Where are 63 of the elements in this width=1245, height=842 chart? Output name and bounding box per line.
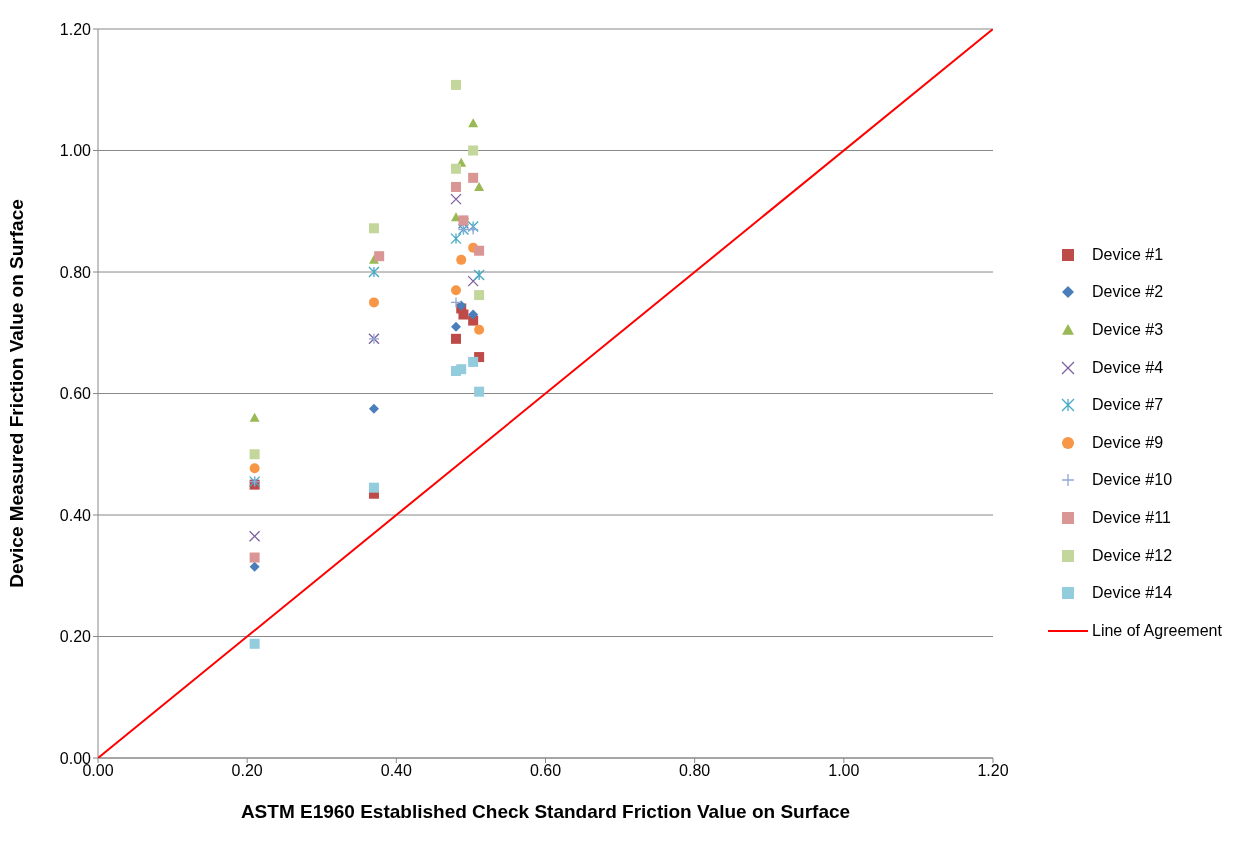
point (468, 172, 479, 183)
point (450, 232, 462, 245)
point (468, 118, 479, 128)
point (368, 266, 380, 278)
point (468, 356, 479, 367)
legend-label: Device #11 (1092, 508, 1171, 527)
point (474, 324, 485, 335)
y-tick-label: 0.20 (59, 628, 92, 646)
y-tick-label: 1.20 (59, 20, 92, 38)
legend-label: Device #14 (1092, 584, 1173, 603)
point (458, 215, 469, 226)
point (474, 181, 485, 191)
x-tick-label: 0.60 (529, 762, 562, 780)
point (468, 145, 479, 156)
point (368, 223, 379, 234)
point (456, 364, 467, 375)
point (368, 403, 379, 414)
legend-label: Line of Agreement (1092, 621, 1222, 640)
point (249, 638, 260, 649)
point (456, 254, 467, 265)
x-tick-label: 1.00 (828, 762, 860, 780)
point (451, 321, 461, 332)
point (374, 251, 385, 262)
point (468, 309, 479, 320)
legend-label: Device #4 (1092, 358, 1164, 377)
legend-label: Device #9 (1092, 433, 1164, 452)
point (473, 269, 485, 281)
legend-label: Device #2 (1092, 283, 1164, 302)
point (474, 290, 485, 301)
x-tick-label: 0.80 (679, 762, 711, 780)
y-tick-label: 1.00 (59, 142, 92, 160)
point (450, 296, 462, 309)
point (450, 193, 462, 205)
point (248, 530, 261, 542)
point (474, 386, 485, 397)
legend-label: Device #10 (1092, 471, 1173, 490)
point (249, 412, 260, 422)
y-axis-title: Device Measured Friction Value on Surface (5, 199, 27, 588)
x-axis-title: ASTM E1960 Established Check Standard Friction Value on Surface (240, 801, 851, 822)
point (368, 297, 379, 308)
legend-label: Device #12 (1092, 546, 1173, 565)
point (467, 275, 479, 287)
point (458, 309, 469, 320)
point (451, 181, 461, 192)
point (451, 79, 461, 90)
x-tick-label: 1.20 (977, 762, 1009, 780)
point (451, 285, 461, 296)
legend-label: Device #1 (1092, 245, 1164, 264)
point (249, 449, 260, 460)
point (474, 245, 485, 256)
point (249, 561, 260, 572)
point (451, 163, 461, 174)
point (249, 463, 260, 474)
y-tick-label: 0.60 (59, 385, 92, 403)
y-tick-label: 0.40 (59, 506, 92, 524)
x-tick-label: 0.40 (380, 762, 413, 780)
y-tick-label: 0.80 (59, 263, 92, 281)
point (249, 552, 260, 563)
legend-label: Device #7 (1092, 396, 1164, 415)
legend-label: Device #3 (1092, 320, 1164, 339)
point (451, 333, 461, 344)
x-tick-label: 0.20 (231, 762, 263, 780)
point (368, 482, 379, 493)
